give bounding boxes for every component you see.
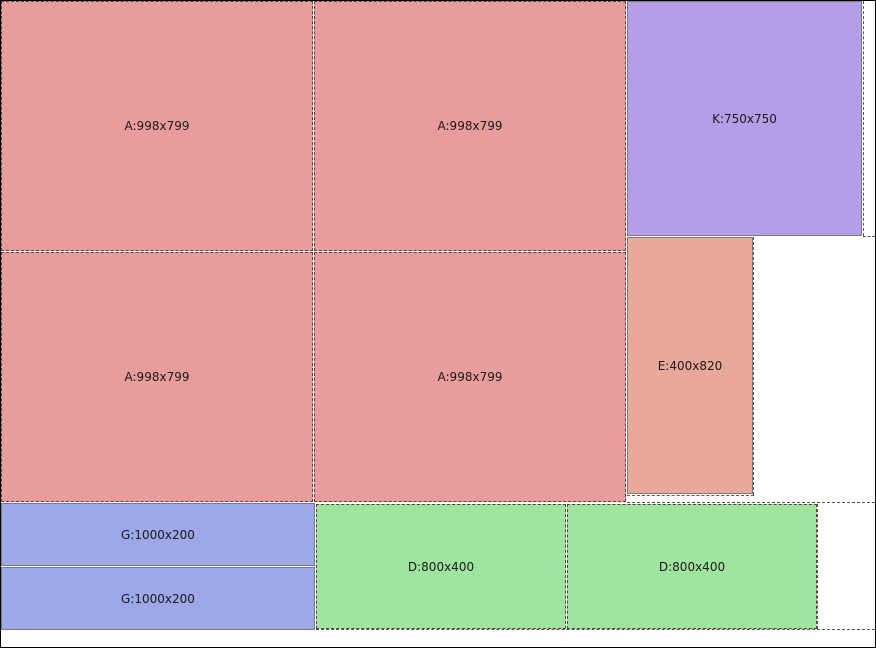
piece-a-4: A:998x799	[314, 252, 626, 502]
piece-label: A:998x799	[437, 119, 503, 133]
piece-label: A:998x799	[437, 370, 503, 384]
trim-line	[627, 502, 875, 503]
piece-g-2: G:1000x200	[1, 567, 315, 630]
piece-label: E:400x820	[657, 358, 723, 373]
piece-d-1: D:800x400	[316, 504, 566, 629]
piece-label: G:1000x200	[121, 591, 195, 606]
piece-a-3: A:998x799	[1, 252, 313, 502]
trim-line	[863, 236, 875, 237]
piece-e-1: E:400x820	[627, 237, 753, 494]
piece-label: D:800x400	[658, 559, 726, 574]
piece-label: K:750x750	[712, 111, 777, 126]
piece-g-1: G:1000x200	[1, 503, 315, 566]
piece-label: G:1000x200	[121, 527, 195, 542]
piece-label: D:800x400	[407, 559, 475, 574]
piece-a-1: A:998x799	[1, 1, 313, 251]
trim-line	[753, 237, 754, 495]
trim-line	[817, 504, 818, 629]
piece-a-2: A:998x799	[314, 1, 626, 251]
piece-label: A:998x799	[124, 370, 190, 384]
piece-d-2: D:800x400	[567, 504, 817, 629]
piece-k-1: K:750x750	[627, 1, 862, 236]
trim-line	[627, 495, 754, 496]
trim-line	[316, 629, 875, 630]
piece-label: A:998x799	[124, 119, 190, 133]
trim-line	[863, 1, 864, 236]
